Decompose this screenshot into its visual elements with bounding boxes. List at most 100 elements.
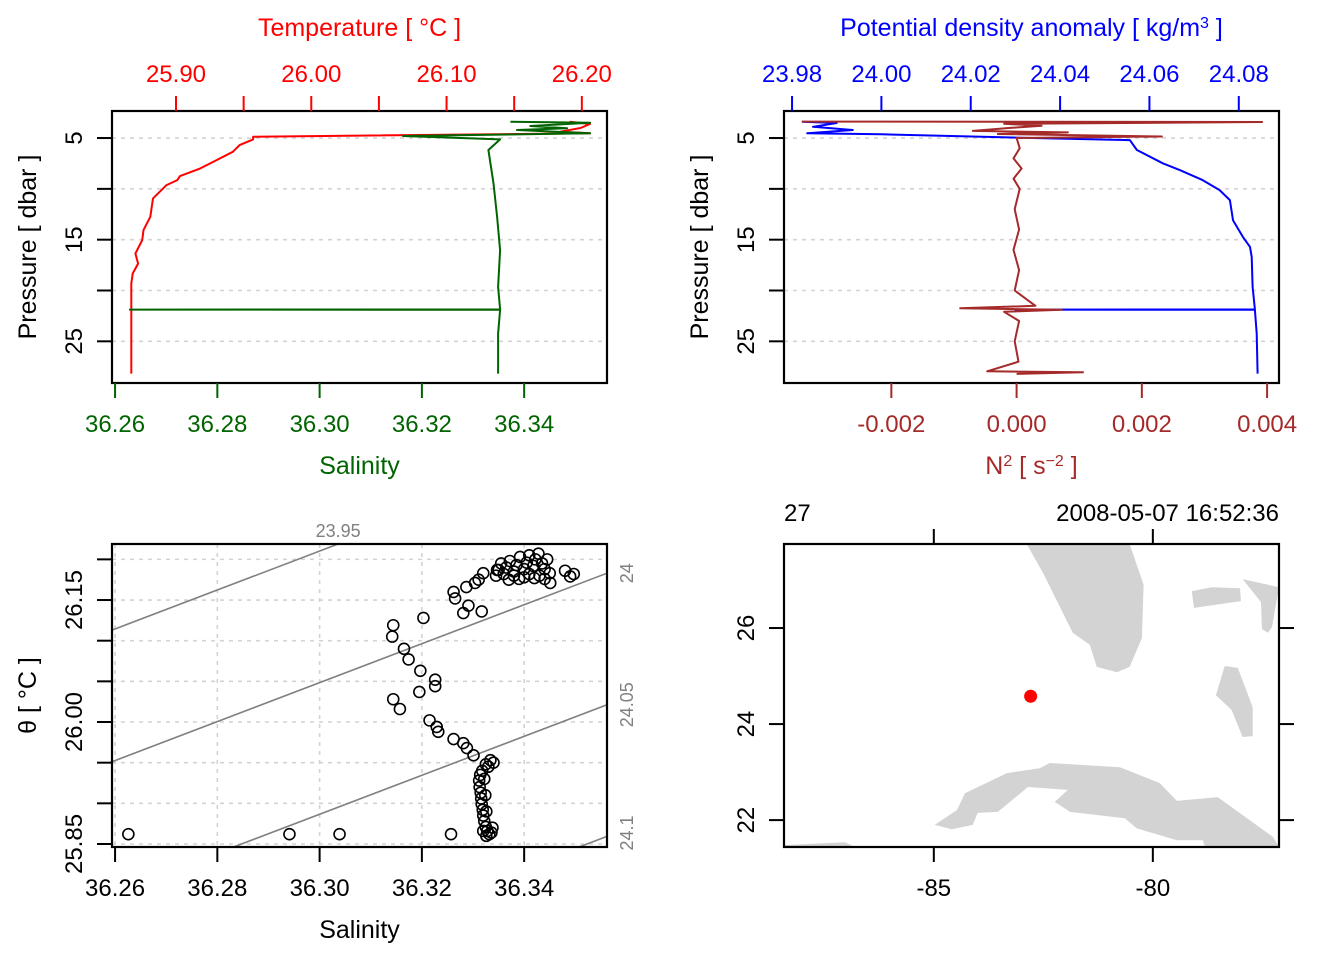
ts-point: [397, 642, 411, 656]
isopycnal-line: [112, 544, 339, 631]
ts-point: [476, 824, 490, 838]
ts-point: [413, 685, 426, 699]
ts-point: [414, 664, 427, 678]
ts-point: [402, 653, 415, 666]
axis-title-part: [ s: [1012, 452, 1045, 480]
coastline: [784, 544, 1279, 847]
ts-point: [122, 827, 135, 841]
land-polygon: [1191, 587, 1241, 608]
plot-frame: [110, 109, 609, 385]
axis-title-part: Potential density anomaly [ kg/m: [840, 14, 1200, 42]
bottom-tick-label: 0.002: [1112, 411, 1172, 438]
axis-title-part: Pressure [ dbar ]: [686, 155, 714, 340]
bottom-tick-label: 36.28: [187, 411, 247, 438]
bottom-axis-title: Salinity: [319, 452, 400, 480]
ts-point: [447, 585, 460, 599]
bottom-axis-title: Salinity: [319, 916, 400, 944]
ts-point: [502, 573, 516, 586]
axis-title-superscript: 3: [1200, 15, 1209, 32]
left-tick-label: 15: [61, 226, 88, 253]
land-polygon: [934, 763, 1279, 847]
bottom-tick-label: -85: [916, 875, 951, 902]
ts-point: [540, 553, 554, 566]
plot-frame: [782, 542, 1281, 849]
top-tick-label: 24.00: [851, 61, 911, 88]
ts-point: [386, 618, 400, 632]
ts-point: [460, 741, 474, 755]
ts-point: [428, 673, 442, 687]
top-tick-label: 26.00: [281, 61, 341, 88]
left-tick-label: 25.85: [61, 814, 88, 874]
top-tick-label: 26.10: [417, 61, 477, 88]
salinity-profile-line: [128, 120, 592, 374]
ts-point: [423, 714, 436, 727]
left-tick-label: 15: [733, 226, 760, 253]
left-axis-title: θ [ °C ]: [14, 657, 42, 734]
ts-point: [477, 772, 491, 786]
ts-point: [476, 566, 490, 580]
top-tick-label: 23.98: [762, 61, 822, 88]
axis-title-part: Salinity: [319, 916, 400, 944]
isopycnal-label: 23.95: [316, 521, 361, 541]
bottom-tick-label: 0.000: [987, 411, 1047, 438]
land-polygon: [1215, 666, 1253, 737]
bottom-tick-label: -80: [1135, 875, 1170, 902]
left-tick-label: 26.15: [61, 570, 88, 630]
top-tick-label: 24.04: [1030, 61, 1090, 88]
ts-diagram-panel: 23.95 24 24.05 24.1 25.85 26.00 26.15 θ [ °C ] 3…: [14, 521, 637, 944]
ts-point: [538, 572, 551, 586]
station-id: 27: [784, 500, 811, 527]
bottom-tick-label: 36.34: [494, 875, 554, 902]
land-polygon: [784, 842, 855, 847]
axis-title-part: θ [ °C ]: [14, 657, 42, 734]
left-axis-title: Pressure [ dbar ]: [686, 155, 714, 340]
axis-title-superscript: −2: [1046, 453, 1064, 470]
ts-point: [522, 549, 536, 562]
ts-point: [475, 605, 489, 618]
station-time: 2008-05-07 16:52:36: [1056, 500, 1279, 527]
ts-point: [428, 679, 442, 693]
axis-title-part: ]: [1064, 452, 1078, 480]
top-axis-title: Potential density anomaly [ kg/m3 ]: [840, 14, 1223, 42]
ts-point: [478, 788, 492, 802]
profile-temperature-salinity-panel: 5 15 25 Pressure [ dbar ] 25.90 26.00 26.10 26.…: [14, 14, 612, 480]
profile-density-n2-panel: 5 15 25 Pressure [ dbar ] 23.98 24.00 24.02 24.…: [686, 14, 1297, 480]
land-polygon: [1242, 579, 1279, 633]
ts-point: [393, 702, 407, 716]
top-tick-label: 24.02: [941, 61, 1001, 88]
station-map-panel: -85 -80 22 24 26 27 2008-05-07 16:52:36: [733, 500, 1294, 902]
ts-point: [479, 757, 493, 771]
bottom-tick-label: 36.34: [494, 411, 554, 438]
ts-point: [385, 630, 399, 643]
bottom-tick-label: 36.26: [85, 411, 145, 438]
bottom-tick-label: -0.002: [857, 411, 925, 438]
top-tick-label: 24.08: [1209, 61, 1269, 88]
bottom-axis-title: N2 [ s−2 ]: [985, 452, 1077, 480]
isopycnal-lines: [112, 544, 607, 847]
bottom-tick-label: 36.28: [187, 875, 247, 902]
ts-point: [520, 556, 534, 569]
ts-point: [462, 599, 475, 613]
isopycnal-label: 24: [617, 563, 637, 583]
n2-profile-line: [801, 120, 1264, 375]
bottom-tick-label: 0.004: [1237, 411, 1297, 438]
top-tick-label: 26.20: [552, 61, 612, 88]
left-tick-label: 24: [733, 711, 760, 738]
isopycnal-label: 24.05: [617, 682, 637, 727]
plot-frame: [110, 542, 609, 849]
ts-point: [480, 805, 493, 818]
ts-point: [417, 611, 430, 625]
ts-point: [473, 768, 487, 782]
ts-point: [283, 827, 296, 841]
left-tick-label: 25: [733, 328, 760, 355]
bottom-tick-label: 36.30: [290, 411, 350, 438]
land-polygon: [1023, 544, 1144, 673]
left-axis-title: Pressure [ dbar ]: [14, 155, 42, 340]
axis-title-part: ]: [1209, 14, 1223, 42]
left-tick-label: 22: [733, 807, 760, 834]
top-axis-title: Temperature [ °C ]: [258, 14, 461, 42]
left-tick-label: 25: [61, 328, 88, 355]
density-profile-line: [801, 120, 1259, 374]
temperature-profile-line: [130, 120, 591, 374]
